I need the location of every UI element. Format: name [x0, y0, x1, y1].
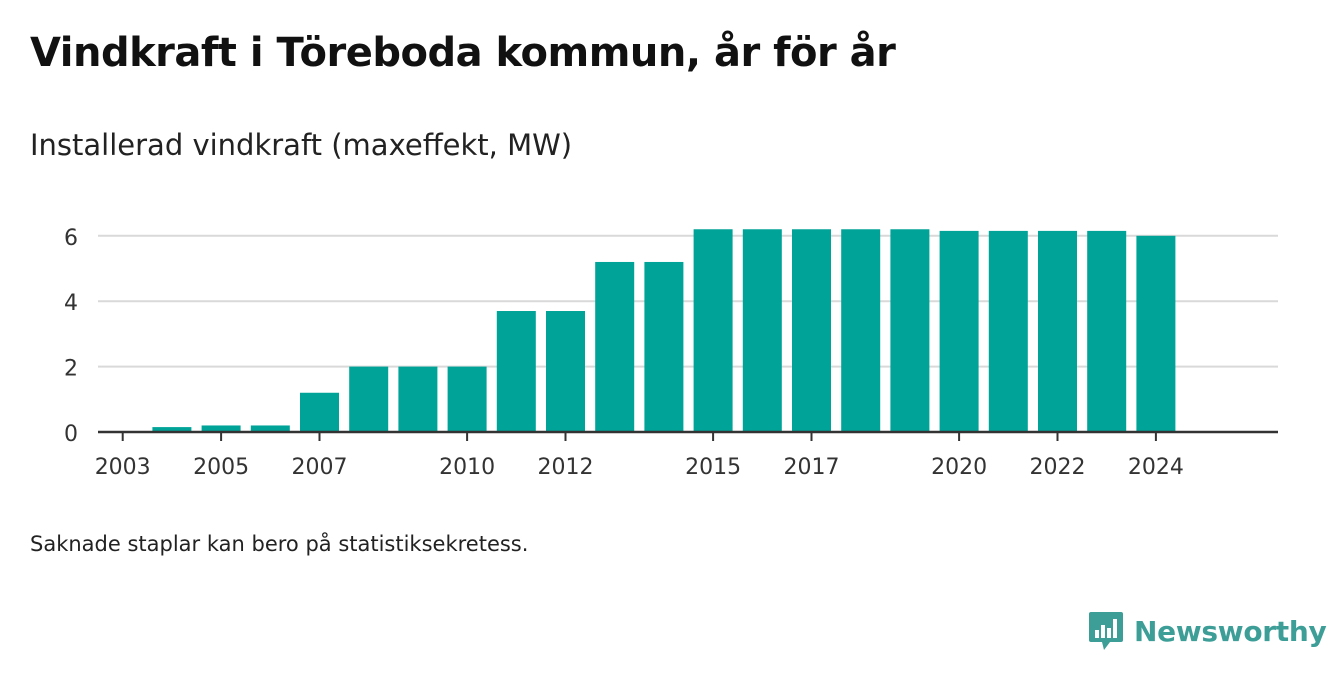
brand-name: Newsworthy	[1134, 614, 1327, 648]
x-tick-label: 2012	[538, 455, 594, 480]
x-tick-label: 2007	[292, 455, 348, 480]
bar-2021	[988, 230, 1028, 432]
bar-2015	[693, 229, 733, 432]
x-tick-label: 2010	[439, 455, 495, 480]
grid-lines	[98, 234, 1278, 368]
y-tick-label: 6	[64, 226, 78, 251]
bars	[152, 229, 1176, 432]
bar-2012	[546, 311, 585, 432]
y-tick-label: 0	[64, 422, 78, 447]
chart-title: Vindkraft i Töreboda kommun, år för år	[30, 30, 896, 76]
chart-subtitle: Installerad vindkraft (maxeffekt, MW)	[30, 128, 573, 162]
x-tick-label: 2020	[931, 455, 987, 480]
newsworthy-bar-chart-speech-bubble-icon	[1089, 612, 1123, 650]
bar-2019	[890, 229, 930, 432]
bar-chart: 0 2 4 6 2003 2005 2007 2010 2012 2015 2017 2020 2022…	[64, 226, 1278, 480]
axes: 0 2 4 6 2003 2005 2007 2010 2012 2015 2017 2020 2022…	[64, 226, 1278, 480]
bar-2008	[349, 366, 389, 432]
bar-2005	[201, 425, 241, 432]
bar-2009	[398, 366, 438, 432]
bar-2007	[300, 392, 339, 432]
x-tick-label: 2003	[95, 455, 151, 480]
bar-2016	[742, 229, 782, 432]
x-tick-label: 2017	[784, 455, 840, 480]
y-tick-label: 4	[64, 291, 78, 316]
bar-2018	[841, 229, 881, 432]
bar-2022	[1038, 230, 1077, 432]
bar-2010	[447, 366, 487, 432]
footnote: Saknade staplar kan bero på statistiksek…	[30, 532, 529, 556]
bar-2013	[595, 261, 635, 432]
x-tick-label: 2005	[193, 455, 249, 480]
x-tick-label: 2024	[1128, 455, 1184, 480]
bar-2024	[1136, 235, 1176, 432]
y-tick-label: 2	[64, 357, 78, 382]
bar-2017	[792, 229, 831, 432]
bar-2011	[496, 311, 536, 432]
newsworthy-logo[interactable]: Newsworthy	[1088, 610, 1327, 652]
bar-2014	[644, 261, 684, 432]
x-tick-label: 2015	[685, 455, 741, 480]
bar-2004	[152, 427, 192, 432]
bar-2020	[939, 230, 979, 432]
bar-2006	[250, 425, 290, 432]
x-tick-label: 2022	[1030, 455, 1086, 480]
bar-2023	[1087, 230, 1127, 432]
